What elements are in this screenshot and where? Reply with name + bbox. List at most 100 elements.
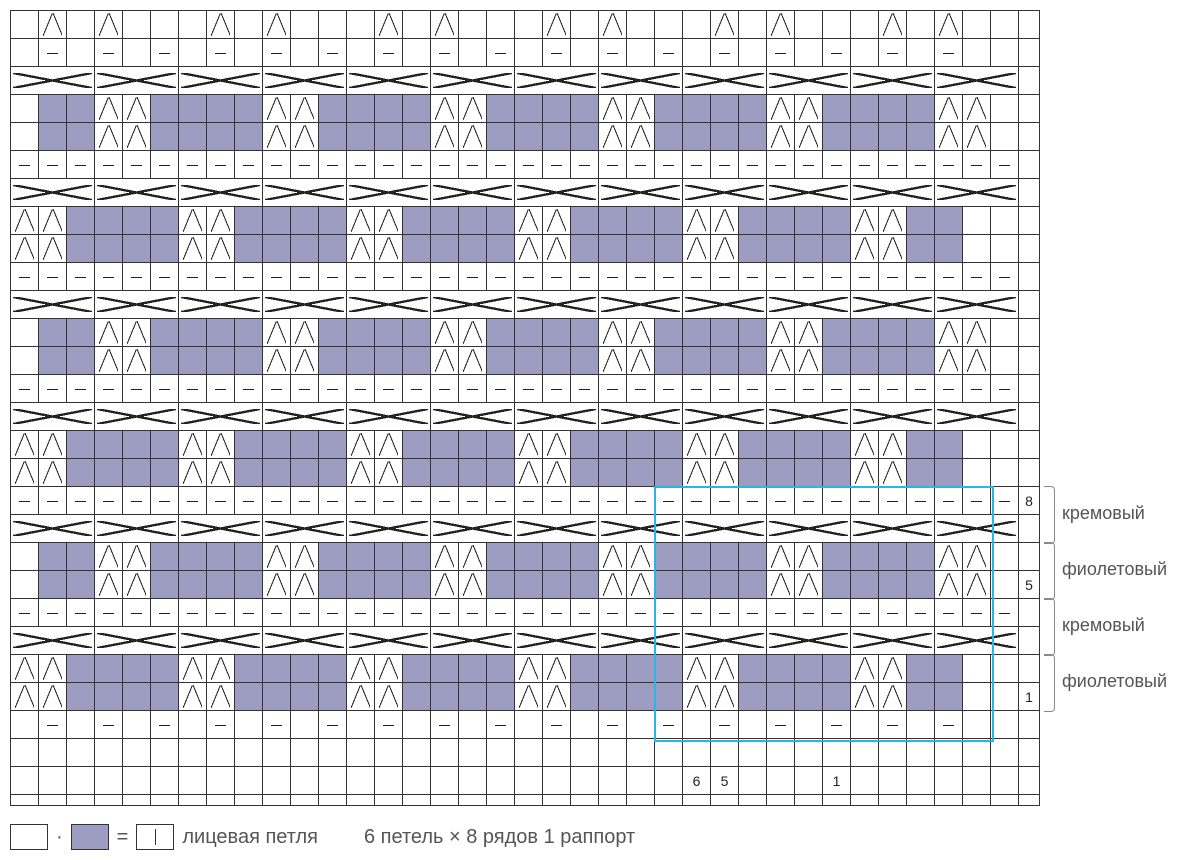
- color-label: кремовый: [1062, 615, 1145, 636]
- chart-cell: [431, 375, 459, 403]
- chart-cell: [711, 739, 739, 767]
- chart-cell: [767, 515, 851, 543]
- chart-cell: [403, 543, 431, 571]
- chart-cell: [151, 39, 179, 67]
- chart-cell: [403, 599, 431, 627]
- chart-cell: [347, 543, 375, 571]
- chart-cell: [683, 347, 711, 375]
- chart-cell: [711, 347, 739, 375]
- chart-cell: [711, 263, 739, 291]
- chart-cell: [207, 739, 235, 767]
- chart-cell: [795, 263, 823, 291]
- chart-cell: [599, 487, 627, 515]
- chart-cell: [123, 95, 151, 123]
- chart-cell: [95, 487, 123, 515]
- chart-cell: [95, 95, 123, 123]
- chart-cell: [39, 123, 67, 151]
- row-number-cell: [1019, 627, 1040, 655]
- chart-cell: [627, 459, 655, 487]
- chart-cell: [655, 123, 683, 151]
- chart-cell: [599, 179, 683, 207]
- chart-cell: [879, 571, 907, 599]
- chart-cell: [907, 95, 935, 123]
- chart-cell: [207, 487, 235, 515]
- chart-cell: [851, 711, 879, 739]
- chart-cell: [767, 711, 795, 739]
- chart-cell: [795, 235, 823, 263]
- chart-cell: [851, 95, 879, 123]
- chart-cell: [235, 599, 263, 627]
- chart-cell: [683, 263, 711, 291]
- chart-cell: [403, 347, 431, 375]
- chart-cell: [571, 375, 599, 403]
- chart-cell: [655, 459, 683, 487]
- chart-cell: [487, 431, 515, 459]
- chart-cell: [823, 123, 851, 151]
- chart-cell: [767, 347, 795, 375]
- chart-cell: [235, 151, 263, 179]
- chart-cell: [571, 487, 599, 515]
- chart-cell: [291, 375, 319, 403]
- chart-cell: [823, 95, 851, 123]
- chart-cell: [11, 543, 39, 571]
- chart-grid: 851651: [10, 10, 1040, 806]
- chart-cell: [67, 655, 95, 683]
- chart-cell: [599, 683, 627, 711]
- chart-cell: [851, 655, 879, 683]
- chart-cell: [963, 795, 991, 806]
- chart-cell: [543, 151, 571, 179]
- chart-cell: [879, 795, 907, 806]
- chart-cell: [375, 95, 403, 123]
- chart-cell: [151, 263, 179, 291]
- chart-cell: [263, 431, 291, 459]
- chart-cell: [907, 263, 935, 291]
- chart-cell: [683, 11, 711, 39]
- chart-cell: [851, 683, 879, 711]
- chart-cell: [963, 375, 991, 403]
- chart-cell: [263, 11, 291, 39]
- chart-cell: [151, 795, 179, 806]
- row-number-cell: [1019, 67, 1040, 95]
- chart-cell: [571, 683, 599, 711]
- row-number-cell: [1019, 347, 1040, 375]
- chart-cell: [207, 543, 235, 571]
- chart-cell: [655, 151, 683, 179]
- chart-cell: [655, 543, 683, 571]
- chart-cell: [39, 375, 67, 403]
- chart-cell: [375, 235, 403, 263]
- chart-cell: [39, 739, 67, 767]
- chart-cell: [11, 655, 39, 683]
- chart-cell: [403, 767, 431, 795]
- chart-cell: [627, 543, 655, 571]
- chart-cell: [487, 319, 515, 347]
- chart-cell: [375, 207, 403, 235]
- chart-cell: [347, 515, 431, 543]
- chart-cell: [459, 123, 487, 151]
- chart-cell: [459, 263, 487, 291]
- chart-cell: [823, 571, 851, 599]
- chart-cell: [403, 739, 431, 767]
- chart-cell: [95, 543, 123, 571]
- chart-cell: [431, 627, 515, 655]
- chart-cell: [375, 571, 403, 599]
- chart-cell: [123, 599, 151, 627]
- chart-cell: [851, 739, 879, 767]
- chart-cell: [879, 711, 907, 739]
- chart-cell: [431, 543, 459, 571]
- chart-cell: [95, 459, 123, 487]
- chart-cell: [599, 571, 627, 599]
- chart-cell: [459, 655, 487, 683]
- chart-cell: [571, 151, 599, 179]
- chart-cell: [347, 39, 375, 67]
- chart-cell: [123, 739, 151, 767]
- chart-cell: [403, 319, 431, 347]
- chart-cell: [963, 655, 991, 683]
- chart-cell: [291, 319, 319, 347]
- chart-cell: [991, 767, 1019, 795]
- chart-cell: [207, 151, 235, 179]
- chart-cell: [879, 683, 907, 711]
- chart-cell: [823, 319, 851, 347]
- chart-cell: [67, 571, 95, 599]
- chart-cell: [291, 795, 319, 806]
- chart-cell: [459, 375, 487, 403]
